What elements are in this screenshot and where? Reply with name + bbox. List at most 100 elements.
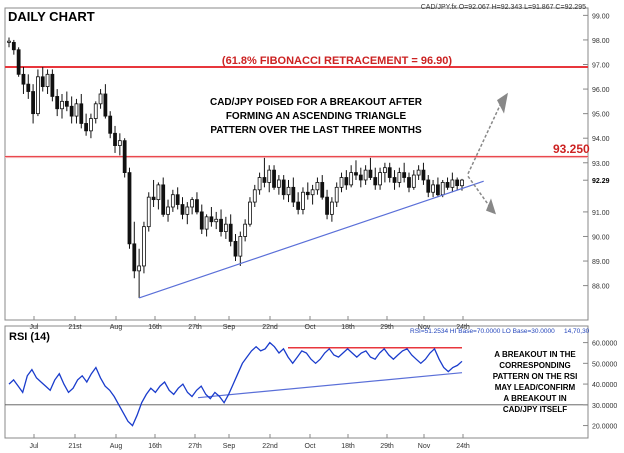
candle-body bbox=[349, 172, 354, 186]
rsi-x-tick-label: 29th bbox=[380, 443, 394, 450]
price-y-tick-label: 94.00 bbox=[592, 136, 610, 143]
candle-body bbox=[378, 172, 382, 186]
candle-body bbox=[108, 115, 113, 134]
candle-body bbox=[450, 179, 455, 188]
candle-body bbox=[199, 211, 204, 230]
candle-body bbox=[382, 167, 387, 173]
candle-body bbox=[460, 179, 464, 187]
candle-body bbox=[7, 40, 11, 43]
price-x-tick-label: 24th bbox=[456, 324, 470, 331]
thesis-line-2: FORMING AN ASCENDING TRIANGLE bbox=[226, 111, 407, 122]
rsi-note-line-6: CAD/JPY ITSELF bbox=[503, 405, 567, 414]
candle-body bbox=[358, 174, 363, 181]
candle-body bbox=[55, 96, 60, 110]
candle-body bbox=[315, 182, 320, 191]
fib-label: (61.8% FIBONACCI RETRACEMENT = 96.90) bbox=[222, 55, 452, 67]
candle-body bbox=[132, 243, 137, 272]
candle-body bbox=[228, 223, 233, 242]
candle-body bbox=[185, 206, 190, 215]
candle-body bbox=[50, 73, 55, 97]
rsi-y-tick-label: 50.0000 bbox=[592, 361, 617, 368]
candle-body bbox=[320, 182, 325, 198]
candle-body bbox=[421, 169, 426, 181]
price-x-tick-label: 22nd bbox=[262, 324, 278, 331]
candle-body bbox=[89, 118, 93, 132]
price-y-tick-label: 89.00 bbox=[592, 259, 610, 266]
candle-body bbox=[93, 103, 98, 119]
price-candles bbox=[7, 37, 464, 298]
candle-body bbox=[219, 218, 223, 232]
candle-body bbox=[455, 179, 460, 187]
candle-body bbox=[195, 199, 199, 213]
candle-body bbox=[402, 172, 407, 178]
candle-body bbox=[440, 182, 445, 196]
candle-body bbox=[373, 177, 378, 186]
price-y-tick-label: 91.00 bbox=[592, 210, 610, 217]
candle-body bbox=[243, 223, 248, 237]
candle-body bbox=[127, 172, 132, 245]
candle-body bbox=[286, 186, 291, 196]
price-panel-frame bbox=[4, 7, 589, 321]
candle-body bbox=[36, 76, 40, 115]
candle-body bbox=[156, 184, 161, 201]
candle-body bbox=[431, 184, 435, 193]
candle-body bbox=[60, 100, 64, 110]
price-x-tick-label: 27th bbox=[188, 324, 202, 331]
rsi-levels bbox=[5, 347, 588, 406]
candle-body bbox=[339, 177, 344, 188]
rsi-y-tick-label: 40.0000 bbox=[592, 382, 617, 389]
candle-body bbox=[214, 218, 219, 223]
candle-body bbox=[175, 194, 180, 205]
candle-body bbox=[204, 216, 209, 230]
candle-body bbox=[146, 196, 151, 228]
candle-body bbox=[416, 169, 421, 176]
price-y-tick-label: 96.00 bbox=[592, 87, 610, 94]
candle-body bbox=[64, 100, 69, 107]
price-y-axis: 99.00 98.00 97.00 96.00 95.00 94.00 93.00 92.29… bbox=[583, 13, 610, 291]
rsi-x-tick-label: Oct bbox=[305, 443, 316, 450]
candle-body bbox=[296, 201, 301, 210]
price-x-tick-label: Aug bbox=[110, 324, 123, 331]
rsi-series-line bbox=[8, 341, 463, 427]
candle-body bbox=[74, 103, 79, 117]
candle-body bbox=[190, 199, 195, 208]
rsi-note-line-1: A BREAKOUT IN THE bbox=[494, 350, 576, 359]
support-trendline bbox=[138, 180, 484, 299]
candle-body bbox=[180, 204, 185, 215]
candle-body bbox=[170, 194, 175, 208]
candle-body bbox=[445, 182, 450, 188]
thesis-line-3: PATTERN OVER THE LAST THREE MONTHS bbox=[210, 125, 422, 136]
rsi-info-params: 14,70,30 bbox=[564, 328, 590, 335]
price-trend bbox=[138, 180, 484, 299]
downside-arrow bbox=[467, 175, 491, 208]
candle-body bbox=[248, 201, 252, 225]
rsi-y-tick-label: 20.0000 bbox=[592, 424, 617, 431]
candle-body bbox=[329, 201, 334, 215]
price-y-tick-label: 99.00 bbox=[592, 13, 610, 20]
rsi-y-axis: 60.0000 50.0000 40.0000 30.0000 20.0000 bbox=[583, 341, 617, 431]
rsi-x-tick-label: 27th bbox=[188, 443, 202, 450]
rsi-x-tick-label: 24th bbox=[456, 443, 470, 450]
breakout-arrows bbox=[467, 92, 508, 215]
price-y-tick-label: 97.00 bbox=[592, 63, 610, 70]
price-levels bbox=[5, 65, 588, 159]
price-x-tick-label: Oct bbox=[305, 324, 316, 331]
upside-arrow bbox=[467, 98, 504, 175]
rsi-note-line-2: CORRESPONDING bbox=[499, 361, 571, 370]
candle-body bbox=[238, 236, 243, 257]
candle-body bbox=[392, 177, 397, 183]
rsi-x-tick-label: Jul bbox=[30, 443, 39, 450]
price-x-tick-label: 16th bbox=[148, 324, 162, 331]
candle-body bbox=[142, 226, 146, 267]
candle-body bbox=[272, 169, 276, 188]
candle-body bbox=[267, 169, 272, 183]
rsi-note-line-5: A BREAKOUT IN bbox=[503, 394, 566, 403]
rsi-info: RSI=51.2534 HI Base=70.0000 LO Base=30.0… bbox=[410, 328, 555, 335]
candle-body bbox=[252, 189, 257, 203]
candle-body bbox=[436, 184, 440, 196]
candle-body bbox=[368, 169, 373, 178]
candle-body bbox=[209, 216, 214, 223]
rsi-x-axis: Jul 21st Aug 16th 27th Sep 22nd Oct 18th 29th Nov 2… bbox=[30, 434, 470, 450]
candle-body bbox=[16, 49, 21, 75]
